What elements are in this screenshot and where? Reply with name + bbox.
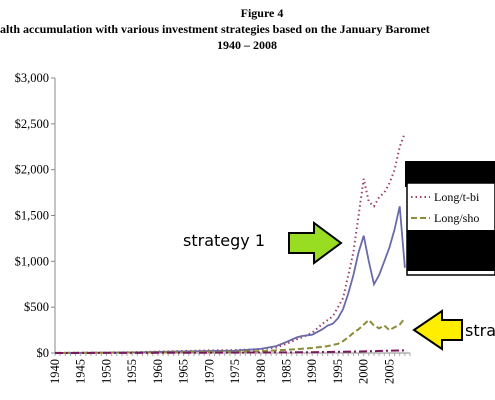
chart-subtitle: alth accumulation with various investmen… <box>0 22 430 36</box>
series-layer <box>54 132 406 354</box>
x-tick-label: 1995 <box>331 359 345 384</box>
annotation-strategy-1: strategy 1 <box>183 221 343 265</box>
x-tick-label: 1975 <box>228 359 242 384</box>
y-tick-label: $3,000 <box>15 71 49 85</box>
series-line-3 <box>54 317 406 354</box>
y-tick-label: $0 <box>37 346 50 360</box>
arrow-left-icon <box>412 309 463 351</box>
x-tick-label: 1970 <box>202 359 216 384</box>
x-tick-label: 1940 <box>48 359 62 384</box>
annotation-label-strategy-2: stra <box>465 321 495 340</box>
chart-subtitle-years: 1940 – 2008 <box>217 38 277 52</box>
x-tick-label: 1985 <box>280 359 294 384</box>
x-tick-label: 2005 <box>382 359 396 384</box>
series-line-1 <box>54 132 406 354</box>
x-tick-label: 1960 <box>151 359 165 384</box>
x-tick-label: 1990 <box>305 359 319 384</box>
legend-cover-bottom <box>407 230 495 271</box>
legend: Long/t-bi Long/sho <box>405 161 495 276</box>
y-tick-label: $2,500 <box>15 117 49 131</box>
x-tick-label: 1950 <box>99 359 113 384</box>
y-tick-label: $1,000 <box>15 254 49 268</box>
x-tick-label: 1955 <box>125 359 139 384</box>
y-tick-label: $1,500 <box>15 209 49 223</box>
legend-label-long-sho: Long/sho <box>434 211 479 225</box>
chart-title: Figure 4 <box>241 6 284 20</box>
x-tick-label: 1965 <box>177 359 191 384</box>
y-tick-label: $2,000 <box>15 163 49 177</box>
legend-label-long-t-bi: Long/t-bi <box>434 190 480 204</box>
x-axis-ticks: 1940 1945 1950 1955 1960 1965 1970 1975 1980 1985… <box>48 353 411 384</box>
y-axis-ticks: $0 $500 $1,000 $1,500 $2,000 $2,500 $3,000 <box>15 71 55 360</box>
x-tick-label: 1980 <box>254 359 268 384</box>
annotation-strategy-2: stra <box>412 309 495 351</box>
x-tick-label: 1945 <box>74 359 88 384</box>
arrow-right-icon <box>288 221 343 265</box>
series-line-4 <box>54 349 405 354</box>
x-tick-label: 2000 <box>357 359 371 384</box>
series-line-2 <box>54 206 406 354</box>
annotation-label-strategy-1: strategy 1 <box>183 231 265 250</box>
y-tick-label: $500 <box>24 300 49 314</box>
